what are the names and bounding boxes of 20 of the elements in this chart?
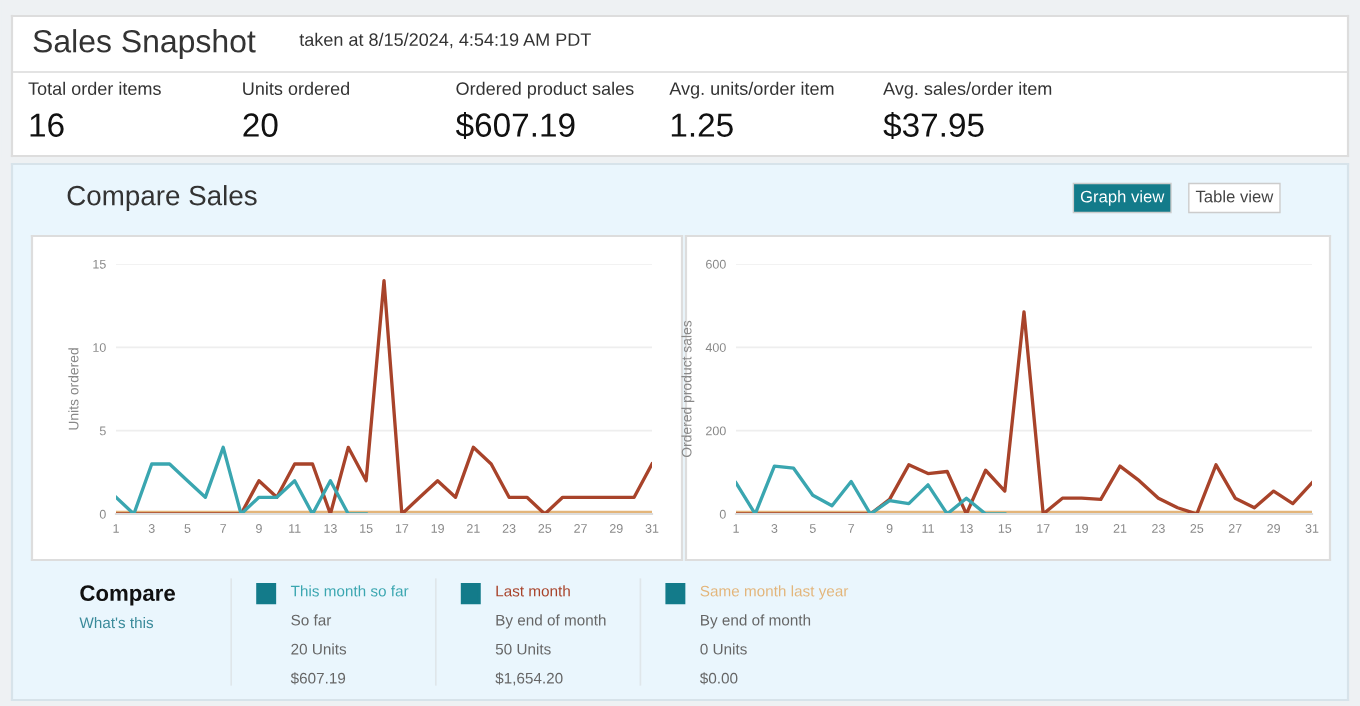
text: Compare Sales (67, 185, 257, 211)
line-series (116, 279, 652, 514)
text: Sales Snapshot (33, 29, 256, 59)
text: 1.25 (671, 113, 733, 137)
text: $607.19 (455, 111, 575, 139)
text: Units ordered (243, 81, 350, 96)
text: Table view (1195, 190, 1274, 203)
line-series (116, 445, 368, 514)
text: Avg. sales/order item (883, 81, 1052, 99)
line-series (736, 464, 1007, 514)
text: 16 (30, 113, 64, 137)
text: Avg. units/order item (669, 81, 834, 99)
text: Ordered product sales (456, 81, 634, 99)
text: 20 (243, 113, 278, 137)
text: taken at 8/15/2024, 4:54:19 AM PDT (299, 32, 591, 49)
text: $37.95 (883, 111, 984, 139)
text: Graph view (1080, 190, 1165, 206)
line-series (736, 310, 1312, 514)
text: Compare (80, 585, 175, 606)
text: Total order items (28, 81, 161, 96)
